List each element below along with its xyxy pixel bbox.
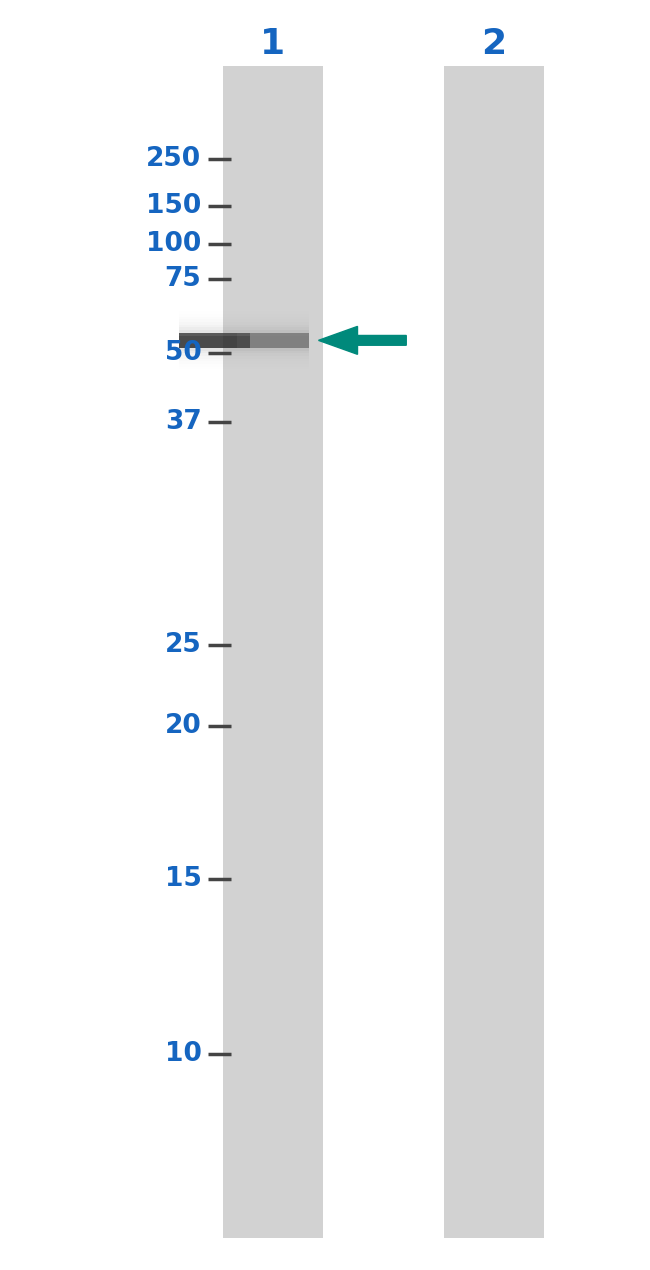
- Text: 37: 37: [164, 409, 202, 434]
- Text: 100: 100: [146, 231, 202, 257]
- Bar: [179, 328, 309, 353]
- Text: 2: 2: [482, 28, 506, 61]
- Bar: [179, 304, 309, 377]
- Bar: [179, 309, 309, 372]
- Bar: [179, 311, 309, 370]
- Text: 10: 10: [164, 1041, 202, 1067]
- Text: 250: 250: [146, 146, 202, 171]
- Bar: [179, 330, 309, 351]
- Bar: [222, 66, 323, 1238]
- Bar: [179, 323, 309, 358]
- Bar: [179, 333, 309, 348]
- Bar: [179, 325, 309, 356]
- Text: 20: 20: [164, 714, 202, 739]
- Bar: [179, 333, 250, 348]
- Text: 75: 75: [164, 267, 202, 292]
- Text: 150: 150: [146, 193, 202, 218]
- Bar: [179, 333, 309, 335]
- Text: 1: 1: [261, 28, 285, 61]
- Bar: [179, 306, 309, 375]
- Bar: [179, 314, 309, 367]
- Text: 50: 50: [164, 340, 202, 366]
- Text: 15: 15: [164, 866, 202, 892]
- Bar: [179, 319, 309, 361]
- FancyArrow shape: [318, 326, 406, 354]
- Text: 25: 25: [164, 632, 202, 658]
- Bar: [179, 316, 309, 364]
- Bar: [237, 333, 309, 348]
- Bar: [443, 66, 545, 1238]
